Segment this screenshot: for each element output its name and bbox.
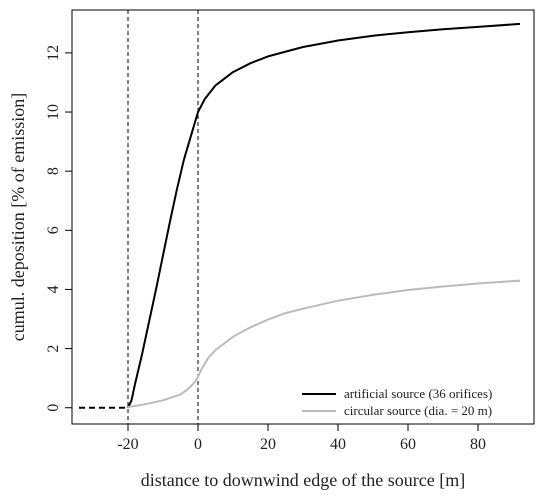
legend-label-artificial-source: artificial source (36 orifices) xyxy=(344,386,492,401)
y-axis: 0 2 4 6 8 10 12 xyxy=(45,45,72,412)
y-tick-label: 10 xyxy=(45,104,62,120)
y-tick-label: 12 xyxy=(45,45,62,61)
y-tick-label: 6 xyxy=(45,226,62,234)
x-axis-title: distance to downwind edge of the source … xyxy=(141,470,465,490)
series-lines xyxy=(79,22,521,409)
reference-lines xyxy=(127,10,199,424)
plot-frame xyxy=(71,9,535,425)
legend: artificial source (36 orifices) circular… xyxy=(302,386,492,418)
y-tick-label: 0 xyxy=(45,404,62,412)
y-tick-label: 2 xyxy=(45,345,62,353)
series-line-1 xyxy=(127,279,521,409)
x-axis: -20 0 20 40 60 80 xyxy=(117,424,486,453)
x-tick-label: 20 xyxy=(260,436,276,453)
legend-label-circular-source: circular source (dia. = 20 m) xyxy=(344,403,492,418)
series-line-0 xyxy=(127,22,521,409)
x-tick-label: -20 xyxy=(117,436,138,453)
x-tick-label: 40 xyxy=(330,436,346,453)
y-axis-title: cumul. deposition [% of emission] xyxy=(8,93,28,341)
y-tick-label: 8 xyxy=(45,167,62,175)
x-tick-label: 0 xyxy=(194,436,202,453)
x-tick-label: 80 xyxy=(470,436,486,453)
x-tick-label: 60 xyxy=(400,436,416,453)
y-tick-label: 4 xyxy=(45,285,62,293)
